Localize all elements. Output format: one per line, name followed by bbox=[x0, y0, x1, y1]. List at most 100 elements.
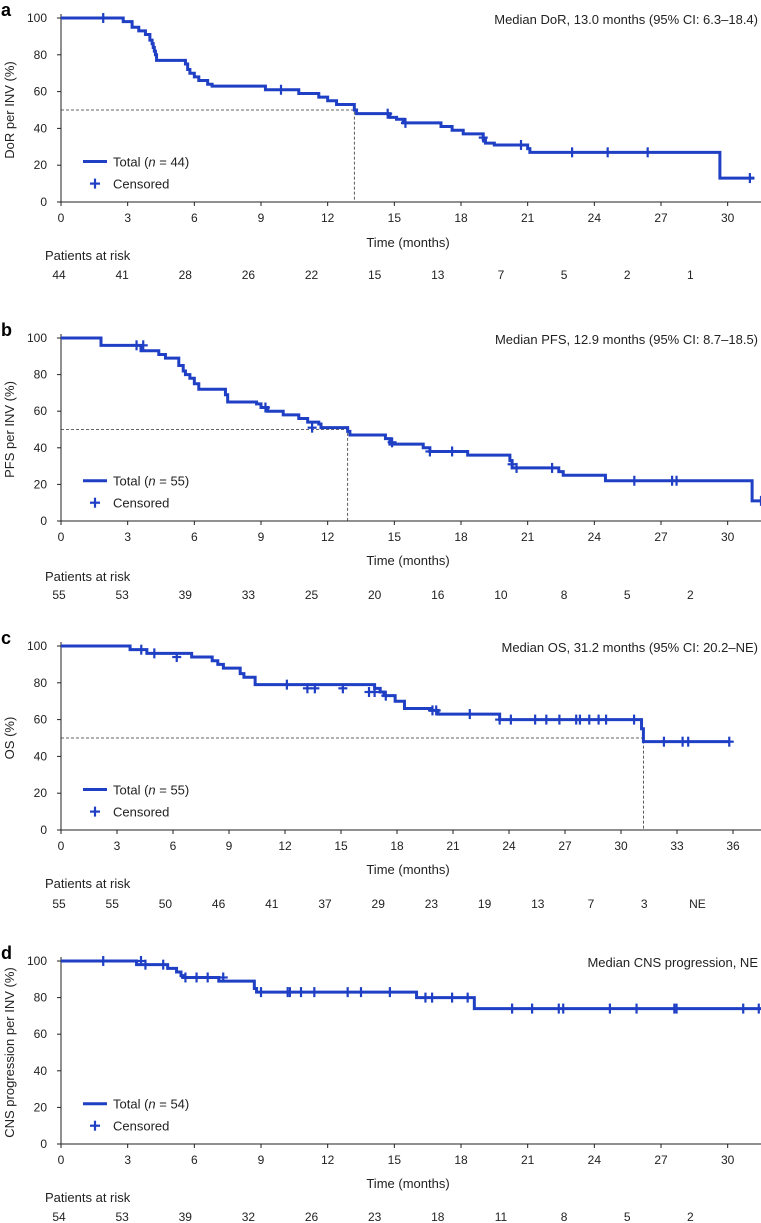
risk-value: 5 bbox=[624, 588, 631, 602]
y-tick-label: 80 bbox=[34, 676, 48, 690]
legend-censor-swatch bbox=[90, 497, 100, 508]
censor-mark bbox=[629, 714, 639, 725]
x-tick-label: 12 bbox=[321, 1153, 335, 1167]
x-tick-label: 24 bbox=[502, 839, 516, 853]
censor-mark bbox=[282, 679, 292, 690]
censor-mark bbox=[495, 714, 505, 725]
censor-mark bbox=[385, 987, 395, 998]
legend-censor-swatch bbox=[90, 1120, 100, 1131]
x-tick-label: 9 bbox=[258, 530, 265, 544]
censor-mark bbox=[309, 987, 319, 998]
censor-mark bbox=[512, 462, 522, 473]
risk-value: 3 bbox=[641, 897, 648, 911]
risk-value: 18 bbox=[431, 1210, 445, 1223]
censor-mark bbox=[203, 972, 213, 983]
censor-mark bbox=[427, 992, 437, 1003]
censor-mark bbox=[180, 972, 190, 983]
x-tick-label: 15 bbox=[334, 839, 348, 853]
legend-total-label: Total (n = 44) bbox=[113, 155, 189, 170]
y-tick-label: 0 bbox=[40, 514, 47, 528]
risk-value: 39 bbox=[179, 588, 193, 602]
y-tick-label: 60 bbox=[34, 85, 48, 99]
censor-mark bbox=[672, 475, 682, 486]
median-label: Median PFS, 12.9 months (95% CI: 8.7–18.… bbox=[495, 332, 758, 347]
y-tick-label: 80 bbox=[34, 48, 48, 62]
censor-mark bbox=[400, 117, 410, 128]
legend-censor-swatch bbox=[90, 806, 100, 817]
risk-value: 15 bbox=[368, 268, 382, 282]
y-tick-label: 100 bbox=[27, 11, 47, 25]
x-tick-label: 30 bbox=[721, 211, 735, 225]
censor-mark bbox=[98, 956, 108, 966]
censor-mark bbox=[343, 987, 353, 998]
censor-mark bbox=[724, 736, 734, 747]
y-tick-label: 40 bbox=[34, 749, 48, 763]
censor-mark bbox=[605, 1003, 615, 1014]
y-tick-label: 40 bbox=[34, 1064, 48, 1078]
x-tick-label: 6 bbox=[191, 530, 198, 544]
x-tick-label: 9 bbox=[226, 839, 233, 853]
x-tick-label: 9 bbox=[258, 1153, 265, 1167]
y-tick-label: 20 bbox=[34, 1100, 48, 1114]
risk-value: 1 bbox=[687, 268, 694, 282]
x-tick-label: 27 bbox=[654, 530, 668, 544]
km-curve bbox=[61, 644, 730, 744]
y-tick-label: 20 bbox=[34, 477, 48, 491]
y-axis-title: PFS per INV (%) bbox=[2, 381, 17, 478]
risk-value: NE bbox=[689, 897, 706, 911]
censor-mark bbox=[425, 446, 435, 457]
censor-mark bbox=[575, 714, 585, 725]
censor-mark bbox=[138, 340, 148, 351]
censor-mark bbox=[307, 422, 317, 433]
median-guide-line bbox=[61, 109, 355, 202]
censor-mark bbox=[383, 108, 393, 119]
median-label: Median OS, 31.2 months (95% CI: 20.2–NE) bbox=[501, 640, 758, 655]
y-tick-label: 0 bbox=[40, 195, 47, 209]
y-axis-title: CNS progression per INV (%) bbox=[2, 967, 17, 1138]
km-panel-os: c OS (%) 0 20 40 60 80 100 0 3 6 9 12 15 18 21 24 27 30 33 3… bbox=[0, 628, 761, 920]
x-tick-label: 18 bbox=[454, 530, 468, 544]
risk-value: 8 bbox=[561, 588, 568, 602]
risk-value: 53 bbox=[115, 1210, 129, 1223]
panel-letter: b bbox=[1, 320, 12, 340]
x-tick-label: 27 bbox=[654, 1153, 668, 1167]
y-axis-title: OS (%) bbox=[2, 717, 17, 760]
km-panel-cns: d CNS progression per INV (%) 0 20 40 60 80 100… bbox=[0, 934, 761, 1223]
y-tick-label: 20 bbox=[34, 158, 48, 172]
legend-censored-label: Censored bbox=[113, 496, 169, 511]
risk-table-title: Patients at risk bbox=[45, 248, 131, 263]
legend-censored-label: Censored bbox=[113, 805, 169, 820]
risk-value: 26 bbox=[242, 268, 256, 282]
x-tick-label: 3 bbox=[114, 839, 121, 853]
y-tick-label: 80 bbox=[34, 368, 48, 382]
censor-mark bbox=[558, 1003, 568, 1014]
censor-mark bbox=[276, 84, 286, 95]
censor-mark bbox=[603, 147, 613, 158]
censor-mark bbox=[356, 987, 366, 998]
censor-mark bbox=[632, 1003, 642, 1014]
censor-mark bbox=[738, 1003, 748, 1014]
x-tick-label: 6 bbox=[170, 839, 177, 853]
censor-mark bbox=[140, 959, 150, 970]
risk-value: 44 bbox=[52, 268, 66, 282]
x-tick-label: 21 bbox=[521, 530, 535, 544]
x-tick-label: 30 bbox=[614, 839, 628, 853]
y-axis-title: DoR per INV (%) bbox=[2, 61, 17, 159]
y-tick-label: 80 bbox=[34, 991, 48, 1005]
risk-value: 26 bbox=[305, 1210, 319, 1223]
censor-mark bbox=[530, 714, 540, 725]
censor-mark bbox=[683, 736, 693, 747]
risk-value: 2 bbox=[687, 1210, 694, 1223]
censor-mark bbox=[643, 147, 653, 158]
y-tick-label: 60 bbox=[34, 1027, 48, 1041]
risk-value: 2 bbox=[624, 268, 631, 282]
risk-value: 8 bbox=[561, 1210, 568, 1223]
median-label: Median DoR, 13.0 months (95% CI: 6.3–18.… bbox=[494, 12, 758, 27]
censor-mark bbox=[296, 987, 306, 998]
censor-mark bbox=[447, 992, 457, 1003]
median-label: Median CNS progression, NE bbox=[587, 955, 758, 970]
